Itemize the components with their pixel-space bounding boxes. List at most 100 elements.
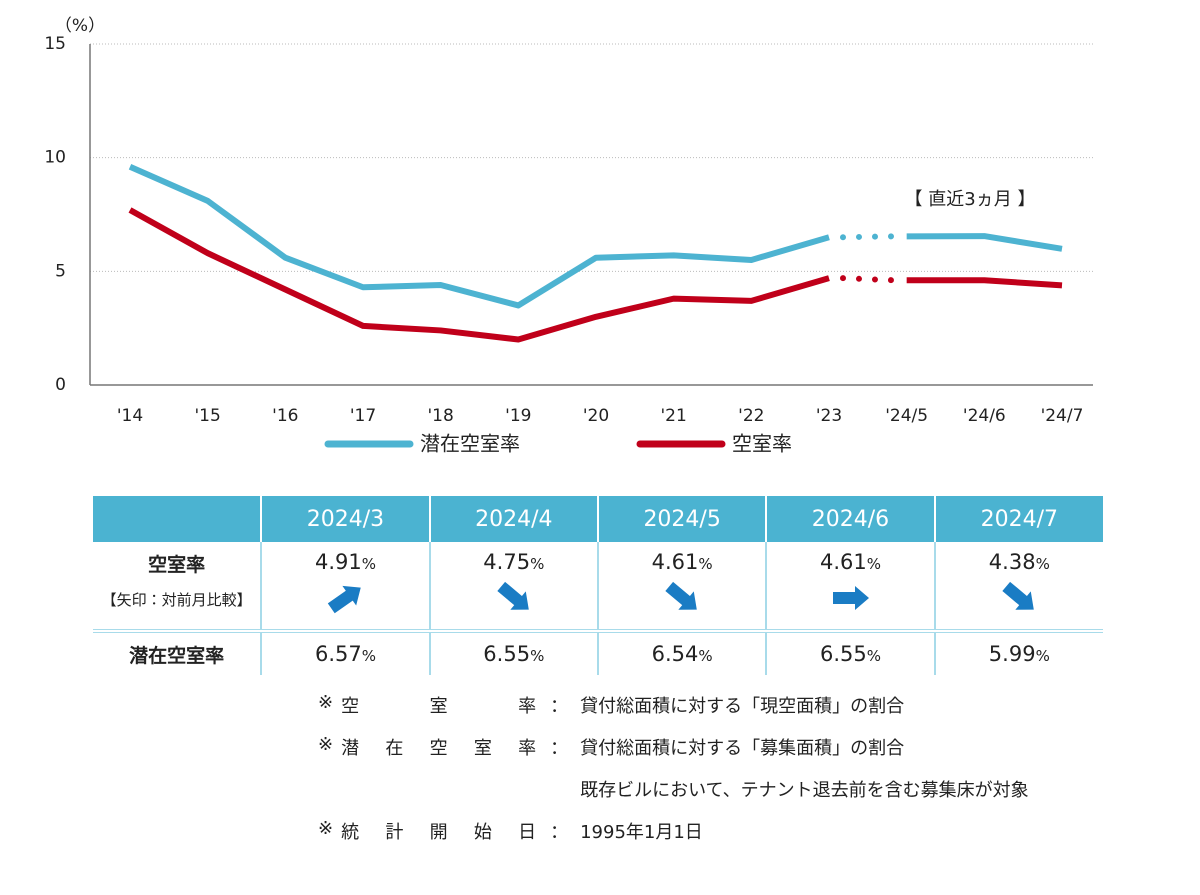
- note-line: 1995年1月1日: [580, 822, 703, 843]
- series-dotted-link: [840, 275, 896, 284]
- value-cell: 6.55%: [765, 629, 935, 675]
- x-tick-label: '18: [428, 406, 454, 426]
- cell-unit: %: [1035, 647, 1050, 665]
- trend-arrow: [328, 585, 362, 614]
- value-cell: 4.91%: [260, 542, 430, 631]
- value-cell: 6.54%: [596, 629, 767, 675]
- value-cell: 4.75%: [428, 542, 598, 631]
- series-dotted-link: [840, 233, 896, 241]
- notes: ※ 空室率 ： 貸付総面積に対する「現空面積」の割合 ※ 潜在空室率 ： 貸付総面積に対する「…: [318, 692, 1029, 860]
- trend-arrow-shape: [328, 585, 362, 614]
- cell-unit: %: [866, 647, 881, 665]
- y-axis-label: （%）: [55, 16, 105, 36]
- note-body: 1995年1月1日: [580, 818, 703, 844]
- note-line: 貸付総面積に対する「募集面積」の割合: [580, 738, 905, 759]
- header-cell: [93, 496, 262, 542]
- annotation: 【 直近3ヵ月 】: [905, 189, 1036, 210]
- table-row: 潜在空室率 6.57% 6.55% 6.54% 6.55% 5.99%: [93, 629, 1103, 675]
- cell-number: 6.55: [819, 642, 867, 666]
- series-line: [128, 207, 830, 343]
- cell-unit: %: [1035, 555, 1050, 573]
- x-tick-label: '19: [505, 406, 531, 426]
- y-tick-label: 5: [55, 261, 66, 281]
- cell-unit: %: [530, 555, 545, 573]
- note-mark: ※: [318, 734, 334, 755]
- x-tick-label: '24/7: [1041, 406, 1084, 426]
- x-tick-label: '23: [816, 406, 842, 426]
- trend-arrow-shape: [497, 581, 529, 610]
- legend-label: 空室率: [732, 432, 792, 456]
- x-tick-label: '24/5: [885, 406, 928, 426]
- note-body: 貸付総面積に対する「募集面積」の割合既存ビルにおいて、テナント退去前を含む募集床…: [580, 734, 1029, 802]
- header-row: 2024/3 2024/4 2024/5 2024/6 2024/7: [93, 496, 1103, 542]
- series-line: [906, 233, 1063, 252]
- trend-arrow-shape: [665, 581, 697, 610]
- x-tick-label: '17: [350, 406, 376, 426]
- column-header: 2024/6: [765, 496, 935, 542]
- note-mark: ※: [318, 818, 334, 839]
- cell-unit: %: [866, 555, 881, 573]
- trend-arrow: [665, 581, 697, 610]
- trend-arrow: [497, 581, 529, 610]
- note-term: 空室率: [341, 696, 537, 717]
- y-tick-label: 15: [44, 34, 66, 54]
- cell-unit: %: [361, 555, 376, 573]
- note: ※ 潜在空室率 ： 貸付総面積に対する「募集面積」の割合既存ビルにおいて、テナント退去…: [318, 734, 1029, 802]
- cell-number: 4.91: [314, 550, 362, 574]
- x-tick-label: '21: [661, 406, 687, 426]
- cell-unit: %: [361, 647, 376, 665]
- column-header: 2024/7: [933, 496, 1103, 542]
- cell-number: 4.61: [819, 550, 867, 574]
- table-row: 空室率 【矢印：対前月比較】 4.91% 4.75% 4.61% 4.61% 4.38%: [93, 542, 1103, 631]
- note-line: 貸付総面積に対する「現空面積」の割合: [580, 696, 905, 717]
- note-sep: ：: [550, 738, 569, 759]
- trend-arrow: [833, 586, 870, 610]
- note: ※ 空室率 ： 貸付総面積に対する「現空面積」の割合: [318, 692, 1029, 718]
- cell-unit: %: [698, 555, 713, 573]
- y-tick-label: 0: [55, 375, 66, 395]
- cell-unit: %: [698, 647, 713, 665]
- x-tick-label: '22: [738, 406, 764, 426]
- x-tick-label: '16: [272, 406, 298, 426]
- row-label: 空室率【矢印：対前月比較】: [93, 542, 261, 631]
- cell-number: 4.75: [483, 550, 531, 574]
- chart: （%） 【 直近3ヵ月 】 0 5 10 15 '14 '15 '16 '17 '18 '19 '2…: [44, 16, 1093, 456]
- note-sep: ：: [550, 822, 569, 843]
- x-tick-label: '20: [583, 406, 609, 426]
- cell-number: 4.38: [988, 550, 1036, 574]
- x-tick-label: '24/6: [963, 406, 1006, 426]
- value-cell: 6.55%: [428, 629, 598, 675]
- value-cell: 5.99%: [933, 629, 1103, 675]
- value-cell: 6.57%: [260, 629, 430, 675]
- x-tick-label: '15: [195, 406, 221, 426]
- cell-number: 5.99: [988, 642, 1036, 666]
- legend-label: 潜在空室率: [420, 432, 520, 456]
- note-line: 既存ビルにおいて、テナント退去前を含む募集床が対象: [580, 780, 1029, 801]
- data-table: 2024/3 2024/4 2024/5 2024/6 2024/7 空室率【矢印：対前…: [93, 496, 1103, 675]
- cell-number: 6.57: [314, 642, 362, 666]
- y-tick-label: 10: [44, 148, 66, 168]
- row-label-text: 潜在空室率: [129, 644, 225, 667]
- trend-arrow-shape: [1002, 581, 1035, 610]
- cell-number: 6.55: [483, 642, 531, 666]
- trend-arrow-shape: [833, 586, 870, 610]
- cell-unit: %: [530, 647, 545, 665]
- column-header: 2024/3: [260, 496, 430, 542]
- trend-arrow: [1002, 581, 1035, 610]
- series-line: [906, 277, 1063, 289]
- note-body: 貸付総面積に対する「現空面積」の割合: [580, 692, 904, 718]
- cell-number: 6.54: [651, 642, 699, 666]
- note-term: 統計開始日: [341, 822, 537, 843]
- column-header: 2024/5: [596, 496, 767, 542]
- column-header: 2024/4: [428, 496, 598, 542]
- note-sep: ：: [550, 696, 569, 717]
- value-cell: 4.61%: [596, 542, 767, 631]
- note-term: 潜在空室率: [341, 738, 537, 759]
- note: ※ 統計開始日 ： 1995年1月1日: [318, 818, 1029, 844]
- cell-number: 4.61: [651, 550, 699, 574]
- value-cell: 4.61%: [765, 542, 935, 631]
- row-sublabel: 【矢印：対前月比較】: [101, 591, 252, 609]
- row-label-text: 空室率: [148, 554, 206, 576]
- x-tick-label: '14: [117, 406, 143, 426]
